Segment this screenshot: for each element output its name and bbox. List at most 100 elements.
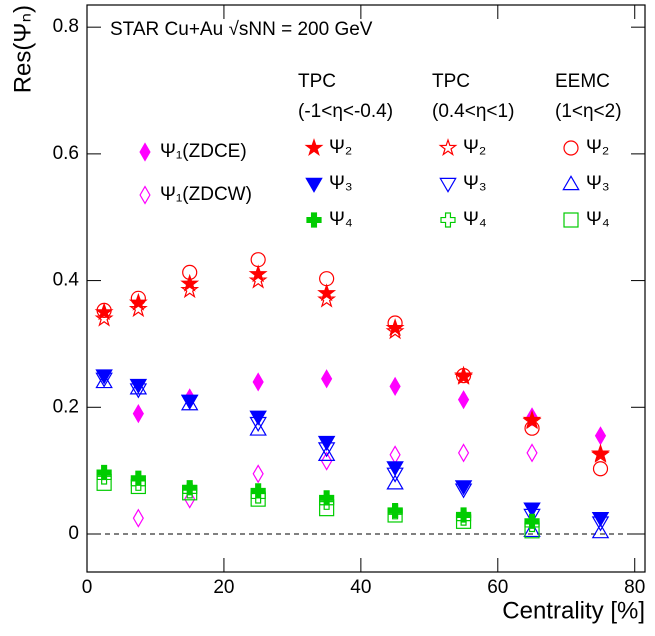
data-point <box>132 404 144 424</box>
y-tick-label: 0.8 <box>53 16 79 37</box>
legend-label: Ψ₂ <box>463 137 486 158</box>
data-point <box>132 508 144 528</box>
legend-label: Ψ₄ <box>586 209 610 230</box>
data-point <box>252 464 264 484</box>
data-point <box>523 521 541 538</box>
data-point <box>524 523 540 539</box>
data-point <box>592 461 609 477</box>
legend-label: Ψ₂ <box>586 137 609 158</box>
data-point <box>319 501 335 517</box>
data-point <box>249 416 267 433</box>
data-point <box>250 491 266 507</box>
data-point <box>184 489 196 509</box>
data-point <box>386 474 404 490</box>
legend-label: Ψ₁(ZDCE) <box>160 141 247 162</box>
legend-header: (-1<η<-0.4) <box>298 101 393 122</box>
data-point <box>524 516 540 533</box>
data-point <box>387 315 403 331</box>
data-point <box>457 390 470 410</box>
data-point <box>387 507 403 523</box>
legend-label: Ψ₂ <box>329 137 352 158</box>
data-point <box>130 478 146 495</box>
data-point <box>522 411 542 430</box>
x-axis-label: Centrality [%] <box>502 597 645 624</box>
data-point <box>524 420 540 436</box>
data-point <box>249 420 267 436</box>
legend-marker <box>139 185 151 205</box>
data-point <box>130 290 146 306</box>
data-point <box>252 372 264 392</box>
data-point <box>317 445 336 461</box>
legend-label: Ψ₃ <box>586 173 610 194</box>
chart-title: STAR Cu+Au √sNN = 200 GeV <box>110 19 373 40</box>
data-point <box>523 508 541 524</box>
legend-marker <box>304 138 324 157</box>
data-point <box>389 376 401 396</box>
legend-header: TPC <box>298 71 336 92</box>
data-point <box>454 366 474 385</box>
data-point <box>319 271 335 287</box>
data-point <box>250 252 266 268</box>
plot-frame <box>86 4 646 573</box>
data-point <box>321 369 333 389</box>
legend-label: Ψ₁(ZDCW) <box>160 184 252 205</box>
data-point <box>129 383 148 399</box>
data-point <box>457 443 470 463</box>
data-point <box>385 318 405 337</box>
legend-marker <box>305 177 323 193</box>
data-point <box>321 451 333 471</box>
x-tick-label: 40 <box>350 577 371 598</box>
legend-marker <box>139 142 151 162</box>
data-point <box>591 516 610 532</box>
legend-label: Ψ₄ <box>329 209 353 230</box>
data-point <box>96 469 112 485</box>
data-point <box>526 443 538 463</box>
y-axis-label: Res(Ψₙ) <box>9 5 36 93</box>
y-tick-label: 0.6 <box>53 143 79 164</box>
legend-marker <box>438 138 458 157</box>
data-point <box>385 321 405 340</box>
data-point <box>317 442 336 458</box>
x-tick-label: 80 <box>624 577 645 598</box>
x-tick-label: 20 <box>213 577 234 598</box>
data-point <box>386 467 404 483</box>
legend-marker <box>563 140 579 156</box>
legend-marker <box>306 212 322 228</box>
y-tick-label: 0.4 <box>53 270 80 291</box>
legend-header: EEMC <box>555 71 610 92</box>
data-point <box>594 426 607 446</box>
y-tick-label: 0 <box>68 523 79 544</box>
data-point <box>591 443 610 462</box>
legend-marker <box>439 177 457 193</box>
legend-marker <box>562 175 580 191</box>
y-tick-label: 0.2 <box>53 396 79 417</box>
data-point <box>522 410 542 428</box>
data-point <box>96 302 112 318</box>
data-point <box>182 264 198 280</box>
data-point <box>128 299 148 318</box>
data-point <box>182 485 198 501</box>
data-point <box>180 395 199 411</box>
legend-marker <box>440 212 456 228</box>
data-point <box>454 483 473 499</box>
legend-header: (0.4<η<1) <box>432 101 514 122</box>
x-tick-label: 60 <box>487 577 508 598</box>
data-point <box>96 475 112 491</box>
data-point <box>129 379 148 395</box>
data-point <box>591 444 610 463</box>
data-point <box>180 280 200 299</box>
data-point <box>454 365 474 384</box>
data-point <box>95 373 113 389</box>
data-point <box>389 445 401 465</box>
legend-label: Ψ₃ <box>463 173 487 194</box>
data-point <box>591 511 610 528</box>
data-point <box>455 368 472 384</box>
x-tick-label: 0 <box>82 577 93 598</box>
legend-header: (1<η<2) <box>555 101 622 122</box>
data-point <box>317 289 337 308</box>
legend-label: Ψ₄ <box>463 209 487 230</box>
data-point <box>591 523 610 539</box>
legend-marker <box>563 212 579 228</box>
legend-header: TPC <box>432 71 470 92</box>
